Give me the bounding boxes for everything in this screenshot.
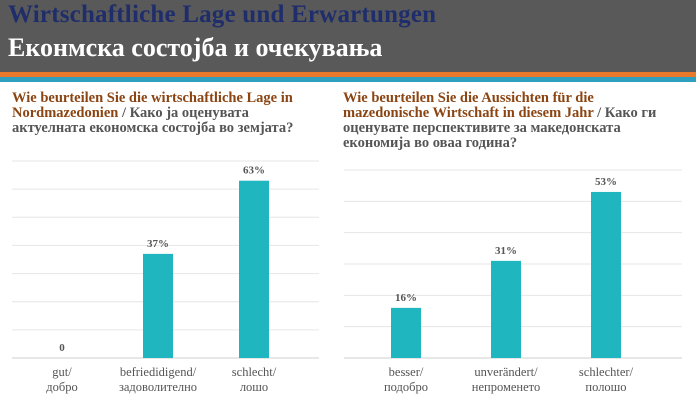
bar [391, 307, 421, 358]
category-label: schlecht/ [232, 365, 277, 379]
bar [239, 180, 269, 358]
category-label: задоволително [119, 380, 197, 394]
data-label: 31% [495, 245, 517, 257]
question-macedonian: / Како ја оценувата актуелната економска… [12, 105, 294, 136]
bar [143, 253, 173, 358]
question-macedonian: / Како ги оценувате перспективите за мак… [343, 105, 657, 151]
data-label: 63% [243, 165, 265, 177]
chart-outlook: 16% besser/подобро 31% unverändert/непромен… [344, 169, 682, 394]
question-current-situation: Wie beurteilen Sie die wirtschaftliche L… [12, 91, 322, 136]
category-label: лошо [240, 380, 268, 394]
category-label: besser/ [389, 365, 424, 379]
category-label: befriedidigend/ [120, 365, 197, 379]
category-label: подобро [384, 380, 428, 394]
data-label: 37% [147, 238, 169, 250]
data-label: 16% [395, 292, 417, 304]
header-banner: Wirtschaftliche Lage und Erwartungen Еко… [0, 0, 696, 72]
divider-teal [0, 77, 696, 82]
category-label: gut/ [52, 365, 72, 379]
title-german: Wirtschaftliche Lage und Erwartungen [8, 1, 437, 28]
question-german: Wie beurteilen Sie die wirtschaftliche L… [12, 90, 293, 121]
divider-orange [0, 72, 696, 77]
category-label: непроменето [472, 380, 540, 394]
bar [491, 260, 521, 358]
question-outlook: Wie beurteilen Sie die Aussichten für di… [343, 91, 673, 151]
bar [591, 191, 621, 358]
chart-current-situation: 0 gut/добро 37% befriedidigend/задоволителн… [12, 160, 319, 394]
title-macedonian: Еконмска состојба и очекувања [8, 33, 383, 62]
category-label: schlechter/ [579, 365, 634, 379]
question-german: Wie beurteilen Sie die Aussichten für di… [343, 90, 594, 121]
category-label: добро [46, 380, 77, 394]
data-label: 0 [59, 342, 65, 354]
category-label: полошо [585, 380, 626, 394]
category-label: unverändert/ [474, 365, 538, 379]
data-label: 53% [595, 176, 617, 188]
